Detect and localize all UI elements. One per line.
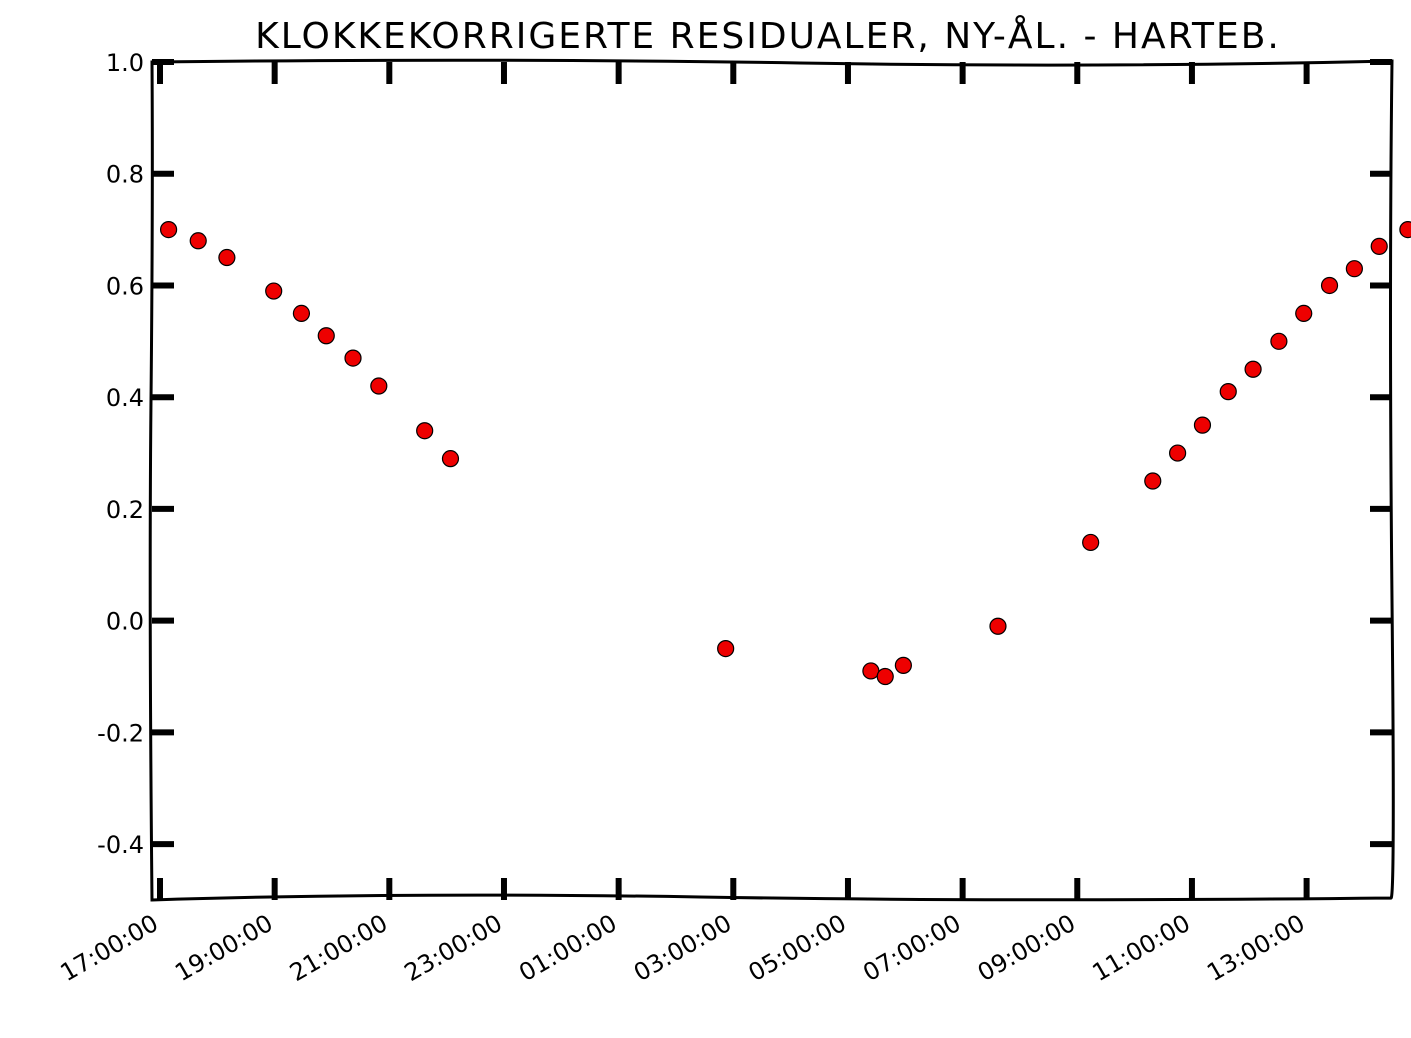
y-tick-label: -0.2 — [97, 719, 144, 747]
y-tick-label: 1.0 — [106, 49, 144, 77]
x-tick-label: 11:00:00 — [1088, 909, 1195, 987]
data-point — [1219, 383, 1237, 401]
data-point — [441, 450, 460, 468]
data-point — [1320, 276, 1339, 295]
data-point — [1270, 332, 1288, 350]
y-tick-label: 0.8 — [106, 161, 144, 189]
data-point — [1295, 304, 1313, 322]
y-axis: 1.0 0.8 0.6 0.4 0.2 0.0 -0.2 -0.4 — [97, 49, 1392, 859]
x-tick-label: 19:00:00 — [170, 909, 277, 987]
data-point — [159, 221, 178, 239]
data-point — [218, 248, 236, 267]
data-point — [1144, 472, 1162, 490]
x-tick-label: 21:00:00 — [285, 909, 392, 987]
data-point — [416, 422, 434, 440]
data-point — [317, 327, 335, 345]
y-tick-label: 0.6 — [106, 272, 144, 300]
x-tick-label: 07:00:00 — [858, 909, 965, 987]
data-point — [1193, 416, 1212, 434]
data-point — [1370, 237, 1388, 255]
data-point — [370, 377, 388, 395]
x-tick-label: 05:00:00 — [744, 909, 851, 987]
data-point — [344, 349, 362, 367]
data-point — [1345, 260, 1363, 278]
y-tick-label: 0.0 — [106, 608, 144, 636]
plot-frame — [148, 58, 1395, 902]
data-point — [189, 232, 207, 250]
data-point — [862, 662, 880, 680]
data-point — [1082, 533, 1100, 552]
data-point — [876, 667, 894, 686]
data-point — [292, 304, 311, 322]
data-point — [1399, 221, 1411, 239]
x-tick-label: 17:00:00 — [56, 909, 163, 987]
data-point — [1169, 444, 1187, 462]
data-point — [1244, 360, 1262, 378]
y-tick-label: -0.4 — [97, 831, 144, 859]
x-tick-label: 01:00:00 — [514, 909, 621, 987]
chart-title: KLOKKEKORRIGERTE RESIDUALER, NY-ÅL. - HA… — [255, 14, 1281, 57]
x-axis: 17:00:00 19:00:00 21:00:00 23:00:00 01:00:00… — [56, 62, 1310, 987]
y-tick-label: 0.4 — [106, 384, 144, 412]
x-tick-label: 03:00:00 — [629, 909, 736, 987]
y-tick-label: 0.2 — [106, 496, 144, 524]
x-tick-label: 09:00:00 — [973, 909, 1080, 987]
data-point — [989, 617, 1007, 635]
data-point — [265, 282, 283, 300]
data-point — [717, 639, 735, 658]
data-points — [159, 221, 1411, 686]
x-tick-label: 23:00:00 — [400, 909, 507, 987]
x-tick-label: 13:00:00 — [1202, 909, 1309, 987]
data-point — [894, 656, 912, 674]
